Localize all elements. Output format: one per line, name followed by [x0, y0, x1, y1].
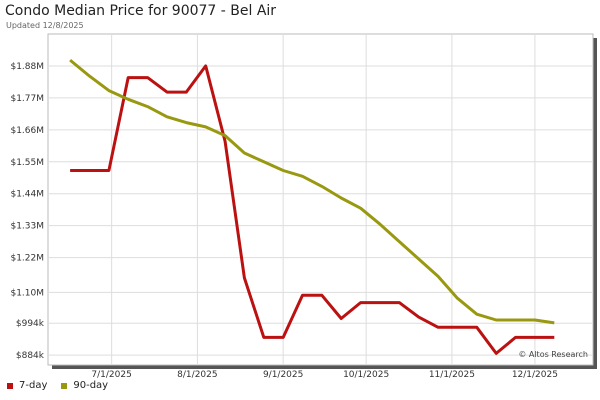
- legend-label: 90-day: [73, 380, 109, 391]
- y-tick-label: $1.44M: [10, 190, 44, 200]
- legend-item: 7-day: [7, 380, 47, 391]
- x-tick-label: 10/1/2025: [343, 370, 389, 380]
- y-axis: $884k $994k $1.10M $1.22M $1.33M $1.44M $1.55M…: [10, 62, 44, 361]
- legend-label: 7-day: [19, 380, 48, 391]
- x-tick-label: 11/1/2025: [429, 370, 475, 380]
- y-tick-label: $1.33M: [10, 222, 44, 232]
- legend-swatch: [61, 382, 68, 389]
- x-tick-label: 7/1/2025: [91, 370, 131, 380]
- y-tick-label: $994k: [16, 319, 45, 329]
- series-line-7-day: [70, 64, 555, 355]
- y-tick-label: $1.55M: [10, 158, 44, 168]
- series-layer: [69, 58, 555, 355]
- legend: 7-day 90-day: [7, 380, 108, 391]
- chart-subtitle: Updated 12/8/2025: [6, 21, 84, 30]
- y-tick-label: $1.10M: [10, 288, 44, 298]
- series-line-90-day: [69, 58, 555, 325]
- watermark: © Altos Research: [518, 350, 588, 359]
- x-tick-label: 8/1/2025: [177, 370, 217, 380]
- y-tick-label: $1.77M: [10, 94, 44, 104]
- y-tick-label: $1.22M: [10, 254, 44, 264]
- chart-title: Condo Median Price for 90077 - Bel Air: [5, 3, 277, 19]
- y-tick-label: $1.66M: [10, 126, 44, 136]
- x-axis: 7/1/2025 8/1/2025 9/1/2025 10/1/2025 11/1/20…: [91, 370, 558, 380]
- grid-layer: [48, 34, 593, 365]
- y-tick-label: $1.88M: [10, 62, 44, 72]
- x-tick-label: 12/1/2025: [512, 370, 558, 380]
- y-tick-label: $884k: [16, 351, 45, 361]
- plot-background: [47, 33, 594, 366]
- legend-swatch: [7, 382, 13, 389]
- x-tick-label: 9/1/2025: [263, 370, 303, 380]
- legend-item: 90-day: [61, 380, 108, 391]
